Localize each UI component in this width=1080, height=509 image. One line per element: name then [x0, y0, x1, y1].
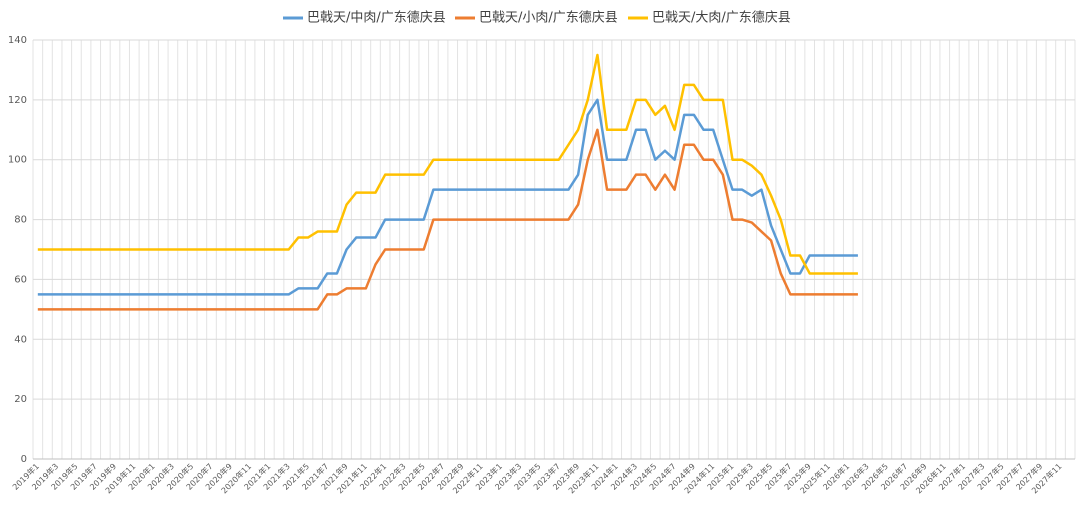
y-tick-label: 80 — [14, 215, 27, 226]
legend-label: 巴戟天/中肉/广东德庆县 — [307, 11, 446, 26]
series-line — [37, 53, 858, 275]
legend-item: 巴戟天/大肉/广东德庆县 — [628, 11, 791, 26]
y-tick-label: 100 — [8, 155, 27, 166]
y-tick-label: 140 — [8, 35, 27, 46]
y-tick-label: 120 — [8, 95, 27, 106]
series-line — [37, 128, 858, 311]
legend-item: 巴戟天/小肉/广东德庆县 — [455, 11, 618, 26]
series-line — [37, 98, 858, 296]
legend-item: 巴戟天/中肉/广东德庆县 — [283, 11, 446, 26]
y-tick-label: 0 — [21, 454, 27, 465]
legend-label: 巴戟天/小肉/广东德庆县 — [479, 11, 618, 26]
legend-label: 巴戟天/大肉/广东德庆县 — [652, 11, 791, 26]
y-tick-label: 40 — [14, 334, 27, 345]
y-tick-label: 20 — [14, 394, 27, 405]
y-tick-label: 60 — [14, 274, 27, 285]
